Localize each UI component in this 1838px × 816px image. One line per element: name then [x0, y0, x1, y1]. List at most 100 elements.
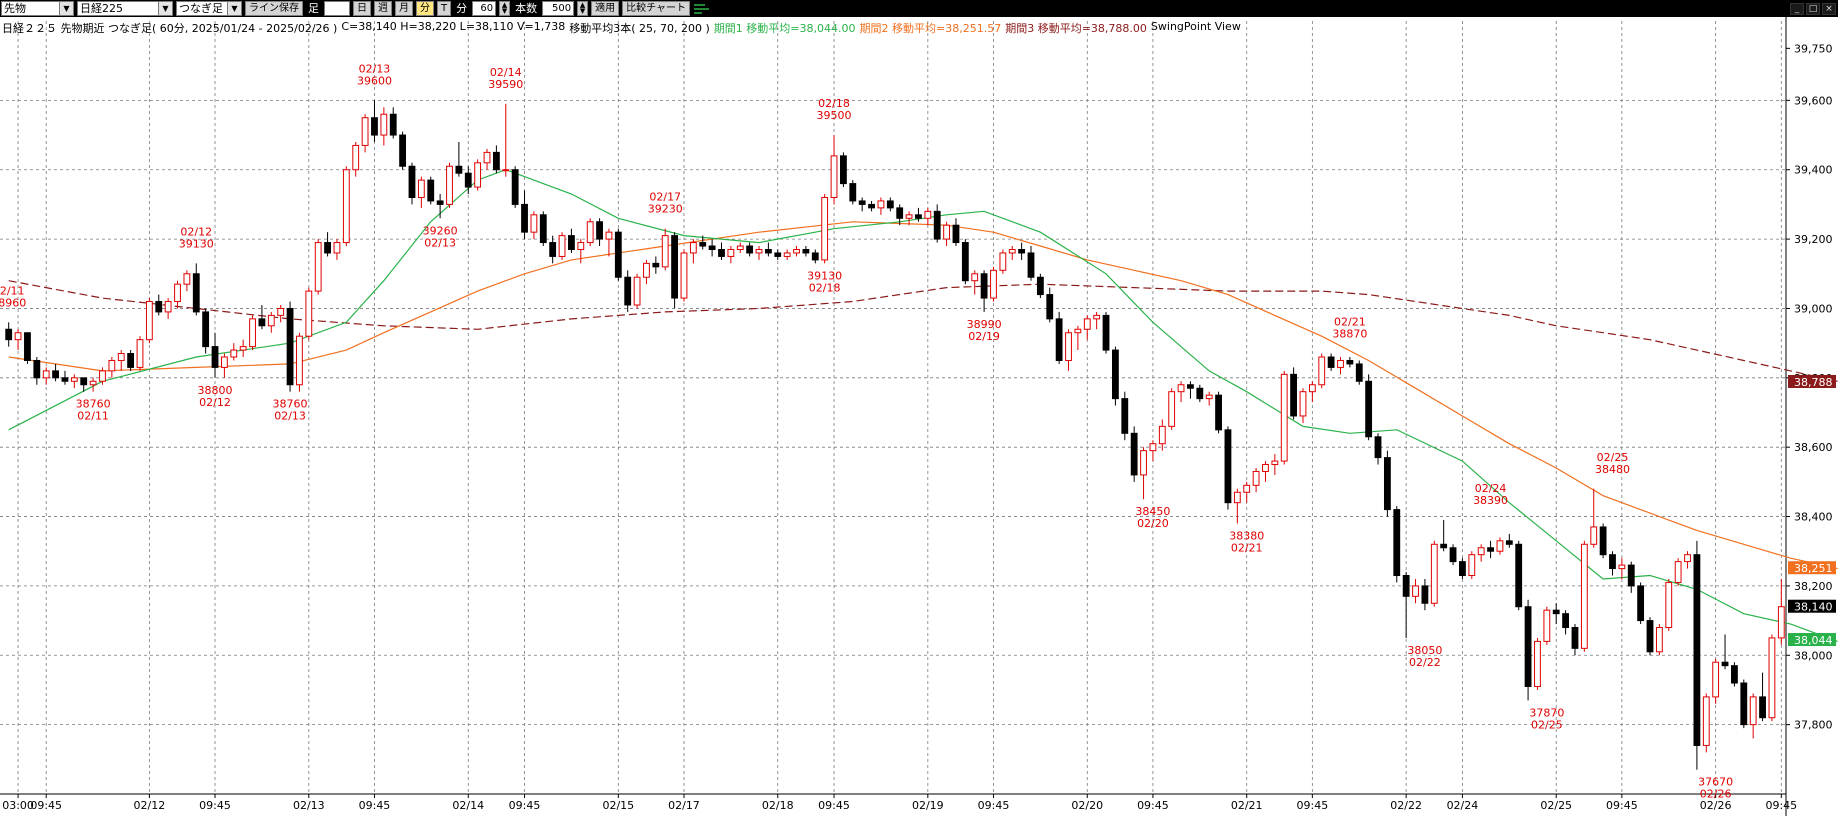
x-tick-label: 09:45: [199, 799, 231, 812]
day-button[interactable]: 日: [353, 1, 371, 16]
candle-body: [1346, 359, 1354, 365]
compare-chart-button[interactable]: 比較チャート: [622, 1, 691, 16]
candle-body: [1355, 363, 1363, 382]
candle-body: [746, 245, 754, 254]
candle: [999, 249, 1007, 274]
candle: [1346, 357, 1354, 368]
candle-body: [1599, 526, 1607, 556]
candle-body: [1065, 332, 1072, 361]
candle: [633, 273, 641, 309]
chart-type-select[interactable]: つなぎ足 ▼: [176, 1, 242, 16]
candle: [258, 304, 266, 330]
candle-body: [539, 214, 547, 244]
candle-body: [811, 252, 819, 261]
candle-body: [1121, 398, 1129, 434]
candle: [1449, 544, 1457, 566]
candle-body: [1243, 484, 1251, 493]
candle-body: [33, 359, 41, 379]
candle: [943, 221, 950, 247]
candle-body: [1590, 526, 1598, 545]
swing-point-label: 02/17: [649, 191, 681, 204]
close-icon[interactable]: ×: [1822, 2, 1836, 15]
swing-point-label: 02/24: [1475, 482, 1507, 495]
interval-field[interactable]: 60: [472, 1, 497, 16]
x-tick-label: 02/21: [1231, 799, 1263, 812]
candle: [511, 166, 519, 208]
candle: [915, 207, 922, 222]
candle-body: [1430, 543, 1438, 604]
candle: [1534, 637, 1541, 690]
candle: [614, 228, 622, 281]
candle-body: [333, 242, 341, 254]
foot-count-field[interactable]: [324, 1, 350, 16]
price-tag-close: [1788, 599, 1836, 613]
candle-body: [821, 196, 829, 261]
minute-button[interactable]: 分: [416, 1, 434, 16]
candle-body: [896, 207, 904, 219]
bars-count-field[interactable]: 500: [542, 1, 575, 16]
candle-body: [1027, 252, 1035, 278]
candle-body: [1609, 554, 1616, 570]
candle: [80, 377, 88, 392]
bars-spinner[interactable]: ▲ ▼: [577, 1, 589, 16]
price-tag-label: 38,788: [1794, 376, 1833, 389]
candle-body: [108, 359, 116, 372]
candle-body: [164, 301, 172, 313]
interval-spinner[interactable]: ▲ ▼: [499, 1, 511, 16]
candle: [671, 232, 679, 309]
candle-body: [774, 252, 782, 257]
candle-body: [446, 165, 453, 205]
symbol-select[interactable]: 日経225 ▼: [77, 1, 173, 16]
candle-body: [1655, 627, 1663, 653]
save-line-button[interactable]: ライン保存: [245, 1, 303, 16]
candle: [1768, 634, 1776, 722]
chart-area[interactable]: 37,80038,00038,20038,40038,60038,80039,0…: [0, 17, 1838, 816]
candle-body: [671, 235, 679, 299]
chart-title: 日経２２５ 先物期近 つなぎ足( 60分, 2025/01/24 - 2025/…: [2, 22, 338, 35]
price-tag-label: 38,140: [1794, 601, 1833, 614]
candle-body: [1074, 328, 1082, 334]
candle-body: [1646, 620, 1654, 653]
maximize-icon[interactable]: □: [1806, 2, 1820, 15]
candle: [568, 228, 575, 253]
candle-body: [1215, 394, 1222, 431]
candle: [1065, 329, 1072, 371]
swing-point-label: 02/21: [1231, 541, 1263, 554]
candle: [1618, 558, 1626, 579]
market-select[interactable]: 先物 ▼: [1, 1, 74, 16]
candle: [286, 301, 294, 392]
candle: [774, 249, 782, 260]
swing-point-label: 02/20: [1137, 517, 1169, 530]
candle: [980, 270, 988, 312]
candle-body: [286, 307, 294, 386]
indicator-lines-icon[interactable]: [693, 2, 711, 16]
month-button[interactable]: 月: [395, 1, 413, 16]
candle-body: [1674, 561, 1682, 583]
swing-point-label: 02/11: [77, 410, 109, 423]
candle: [605, 228, 613, 257]
candle: [24, 332, 31, 364]
candle: [1487, 540, 1494, 559]
candlestick-chart[interactable]: 37,80038,00038,20038,40038,60038,80039,0…: [0, 17, 1838, 816]
week-button[interactable]: 週: [374, 1, 392, 16]
candle: [1252, 467, 1260, 493]
tick-button[interactable]: T: [437, 1, 452, 16]
candle: [230, 343, 238, 361]
candle-body: [1721, 661, 1729, 667]
candle-body: [1402, 575, 1410, 597]
candle: [1393, 506, 1401, 583]
candle: [1524, 599, 1532, 701]
candle: [1552, 603, 1560, 625]
candle-body: [361, 117, 369, 146]
candle: [1412, 578, 1419, 604]
minimize-icon[interactable]: _: [1790, 2, 1804, 15]
candle-body: [136, 339, 144, 368]
candle-body: [1487, 547, 1494, 552]
apply-button[interactable]: 適用: [591, 1, 620, 16]
candle: [1599, 523, 1607, 559]
candle-body: [1130, 432, 1138, 476]
x-tick-label: 09:45: [1765, 799, 1797, 812]
candle-body: [1383, 457, 1391, 511]
candle: [689, 239, 697, 264]
candle: [549, 235, 557, 264]
